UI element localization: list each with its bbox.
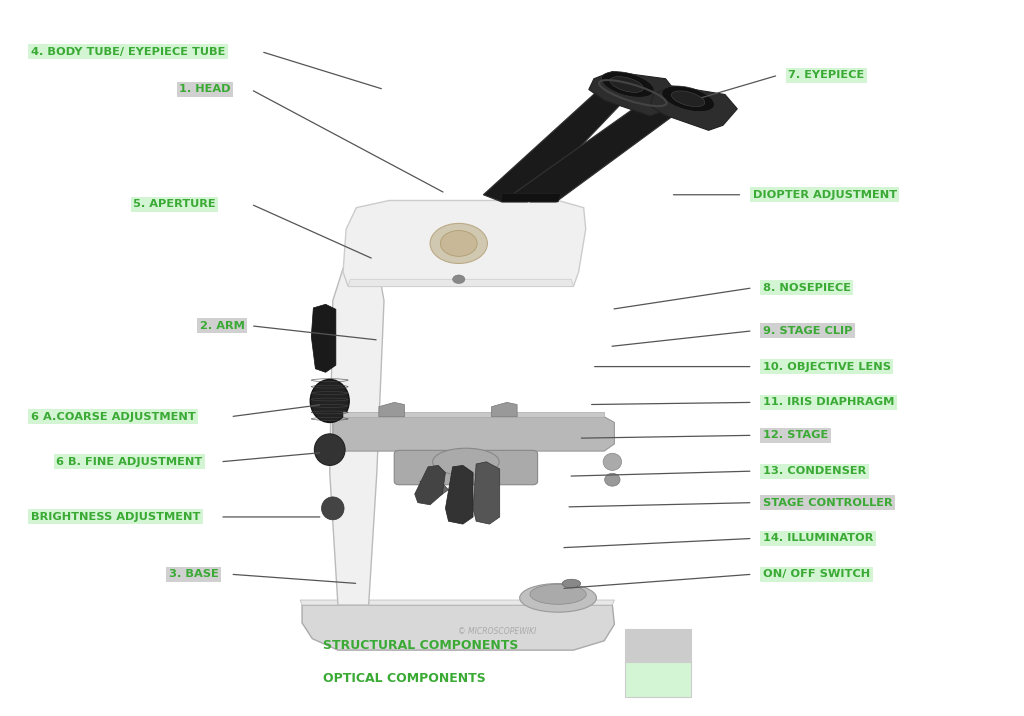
Text: 6 A.COARSE ADJUSTMENT: 6 A.COARSE ADJUSTMENT: [31, 412, 196, 422]
Text: OPTICAL COMPONENTS: OPTICAL COMPONENTS: [323, 672, 485, 685]
Text: 4. BODY TUBE/ EYEPIECE TUBE: 4. BODY TUBE/ EYEPIECE TUBE: [31, 47, 225, 57]
Text: 14. ILLUMINATOR: 14. ILLUMINATOR: [763, 533, 873, 543]
Polygon shape: [650, 86, 737, 130]
Text: 7. EYEPIECE: 7. EYEPIECE: [788, 70, 864, 80]
Ellipse shape: [601, 72, 654, 97]
Polygon shape: [420, 481, 449, 495]
Ellipse shape: [562, 579, 581, 588]
Circle shape: [430, 223, 487, 263]
Polygon shape: [379, 402, 404, 417]
Text: DIOPTER ADJUSTMENT: DIOPTER ADJUSTMENT: [753, 190, 897, 200]
Polygon shape: [512, 87, 696, 202]
FancyBboxPatch shape: [625, 662, 691, 697]
FancyBboxPatch shape: [394, 450, 538, 485]
Polygon shape: [311, 304, 336, 372]
Ellipse shape: [530, 584, 586, 604]
Ellipse shape: [672, 91, 705, 107]
Text: 13. CONDENSER: 13. CONDENSER: [763, 466, 866, 476]
Text: 1. HEAD: 1. HEAD: [179, 84, 230, 95]
Ellipse shape: [322, 497, 344, 520]
Circle shape: [453, 275, 465, 284]
Ellipse shape: [314, 434, 345, 465]
Text: © MICROSCOPEWIKI: © MICROSCOPEWIKI: [458, 627, 536, 636]
Text: 10. OBJECTIVE LENS: 10. OBJECTIVE LENS: [763, 362, 891, 372]
Text: 8. NOSEPIECE: 8. NOSEPIECE: [763, 283, 851, 293]
Ellipse shape: [662, 86, 715, 112]
Text: 6 B. FINE ADJUSTMENT: 6 B. FINE ADJUSTMENT: [56, 457, 203, 467]
Text: 12. STAGE: 12. STAGE: [763, 430, 828, 440]
Polygon shape: [415, 465, 445, 505]
Polygon shape: [343, 200, 586, 286]
FancyBboxPatch shape: [625, 629, 691, 664]
Polygon shape: [333, 417, 614, 451]
Polygon shape: [483, 80, 635, 202]
Polygon shape: [343, 412, 604, 417]
Polygon shape: [492, 402, 517, 417]
Text: 5. APERTURE: 5. APERTURE: [133, 199, 216, 209]
Circle shape: [440, 231, 477, 256]
Polygon shape: [300, 600, 614, 605]
Ellipse shape: [310, 379, 349, 422]
Ellipse shape: [610, 77, 643, 92]
Polygon shape: [302, 605, 614, 650]
Polygon shape: [330, 268, 384, 605]
Text: 3. BASE: 3. BASE: [169, 569, 219, 579]
Ellipse shape: [603, 453, 622, 470]
Text: 9. STAGE CLIP: 9. STAGE CLIP: [763, 326, 852, 336]
Text: STAGE CONTROLLER: STAGE CONTROLLER: [763, 498, 893, 508]
Ellipse shape: [520, 584, 596, 612]
Polygon shape: [589, 72, 678, 116]
Polygon shape: [502, 193, 561, 202]
Text: 2. ARM: 2. ARM: [200, 321, 245, 331]
Text: BRIGHTNESS ADJUSTMENT: BRIGHTNESS ADJUSTMENT: [31, 512, 200, 522]
Text: STRUCTURAL COMPONENTS: STRUCTURAL COMPONENTS: [323, 639, 518, 652]
Polygon shape: [445, 465, 473, 524]
Polygon shape: [473, 462, 500, 524]
Ellipse shape: [432, 448, 500, 475]
Text: 11. IRIS DIAPHRAGM: 11. IRIS DIAPHRAGM: [763, 397, 894, 407]
Text: ON/ OFF SWITCH: ON/ OFF SWITCH: [763, 569, 870, 579]
Ellipse shape: [604, 473, 620, 486]
Polygon shape: [348, 279, 573, 286]
